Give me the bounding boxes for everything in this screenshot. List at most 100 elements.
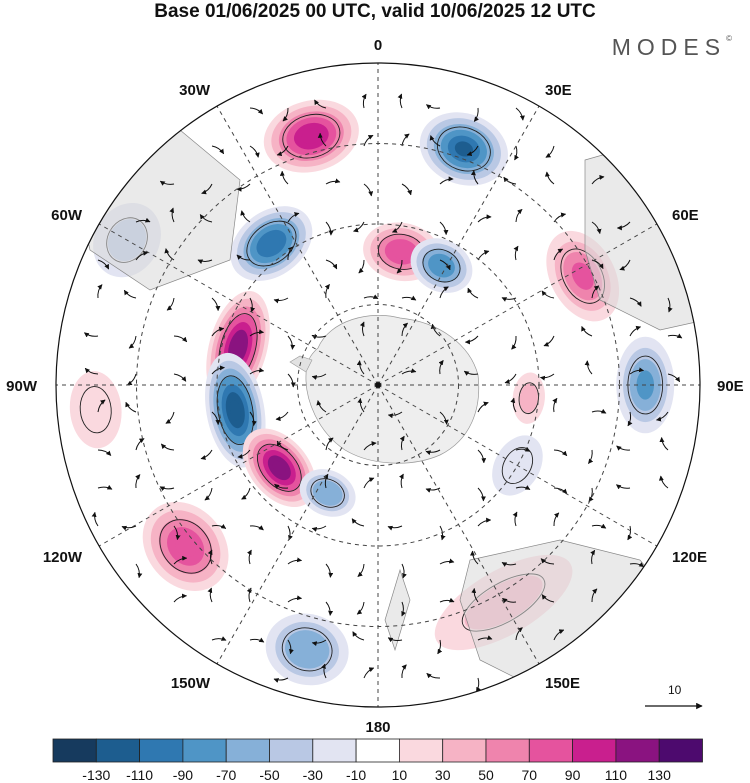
map-border [55,62,701,708]
wind-arrow [240,210,251,223]
wind-arrow [317,132,327,147]
wind-arrow [545,145,555,158]
anomaly-cell [571,262,594,290]
wind-arrow [515,209,523,223]
wind-arrow [237,449,251,459]
wind-arrow [166,297,175,311]
wind-arrow [629,562,645,568]
wind-arrow [658,475,669,489]
wind-arrow [173,555,188,565]
wind-arrow [511,335,517,350]
wind-arrow [425,449,441,456]
wind-arrow [553,629,565,641]
wind-arrow [325,259,338,270]
colorbar-tick-label: -90 [173,767,193,783]
wind-arrow [211,523,227,529]
meridian-line [377,384,540,665]
wind-arrow [667,297,673,313]
wind-arrow [401,601,406,617]
wind-arrow [401,664,407,679]
wind-arrow [91,511,99,527]
wind-arrow [391,221,403,233]
colorbar-swatch [355,738,400,763]
wind-arrow [363,441,377,451]
wind-arrow [363,477,375,489]
wind-arrow [287,212,300,223]
wind-arrow [356,601,365,615]
streamline-vortex [256,443,302,492]
streamline-vortex [518,382,539,415]
wind-arrow [211,145,225,155]
wind-arrow [200,449,213,460]
wind-arrow [249,367,265,375]
wind-arrow [128,335,137,349]
wind-arrow [324,284,330,299]
meridian-line [377,223,658,386]
wind-arrow [160,443,175,451]
wind-arrow [401,563,407,579]
wind-arrow [401,295,417,301]
lon-label-0: 0 [374,37,382,54]
wind-arrow [241,487,251,500]
wind-arrow [84,332,99,338]
streamline-vortex [422,248,461,283]
anomaly-cell [229,399,241,421]
wind-arrow [249,525,264,531]
wind-arrow [197,259,213,265]
streamline-vortex [437,126,491,172]
colorbar-tick-label: 70 [522,767,538,783]
wind-arrow [121,525,137,531]
lon-label-90e: 90E [717,378,744,395]
wind-arrow [659,437,669,451]
wind-arrow [363,134,374,147]
colorbar-tick-label: -50 [259,767,279,783]
wind-arrow [429,135,441,147]
colorbar-swatch [269,738,314,763]
lon-label-60e: 60E [672,207,699,224]
wind-arrow [357,563,365,577]
wind-arrow [471,587,479,603]
wind-arrow [473,107,479,122]
colorbar-swatch [485,738,530,763]
wind-arrow [282,107,289,122]
wind-arrow [287,373,296,388]
wind-arrow [387,525,403,531]
wind-arrow [363,294,379,300]
wind-arrow [591,174,605,185]
wind-arrow [477,214,492,223]
wind-arrow [273,297,289,304]
wind-arrow [477,487,486,502]
wind-arrow [273,677,289,683]
streamline-vortex [310,478,345,508]
wind-arrow [552,397,558,413]
wind-arrow [616,484,631,490]
wind-arrow [249,107,264,115]
wind-arrow [311,373,327,380]
wind-arrow [627,411,633,427]
wind-arrow [387,637,403,643]
wind-arrow [627,525,633,541]
colorbar-tick-label: 130 [648,767,672,783]
anomaly-cell [301,128,322,144]
wind-arrow [323,473,329,489]
wind-arrow [629,325,642,337]
wind-arrow [358,259,365,274]
wind-arrow [629,297,642,307]
wind-arrow [667,333,683,339]
wind-arrow [515,447,531,452]
wind-arrow [477,517,492,527]
wind-arrow [616,221,631,231]
anomaly-cell [519,383,538,413]
wind-arrow [361,93,367,109]
wind-arrow [325,601,334,616]
wind-arrow [352,631,365,641]
brand-text: MODES [611,34,727,60]
meridian-line [98,223,379,386]
wind-arrow [544,171,555,185]
wind-arrow [249,637,265,643]
anomaly-cell [262,235,280,252]
wind-arrow [399,473,404,489]
wind-arrow [287,639,294,655]
wind-arrow [439,176,454,185]
wind-arrow [501,562,517,567]
